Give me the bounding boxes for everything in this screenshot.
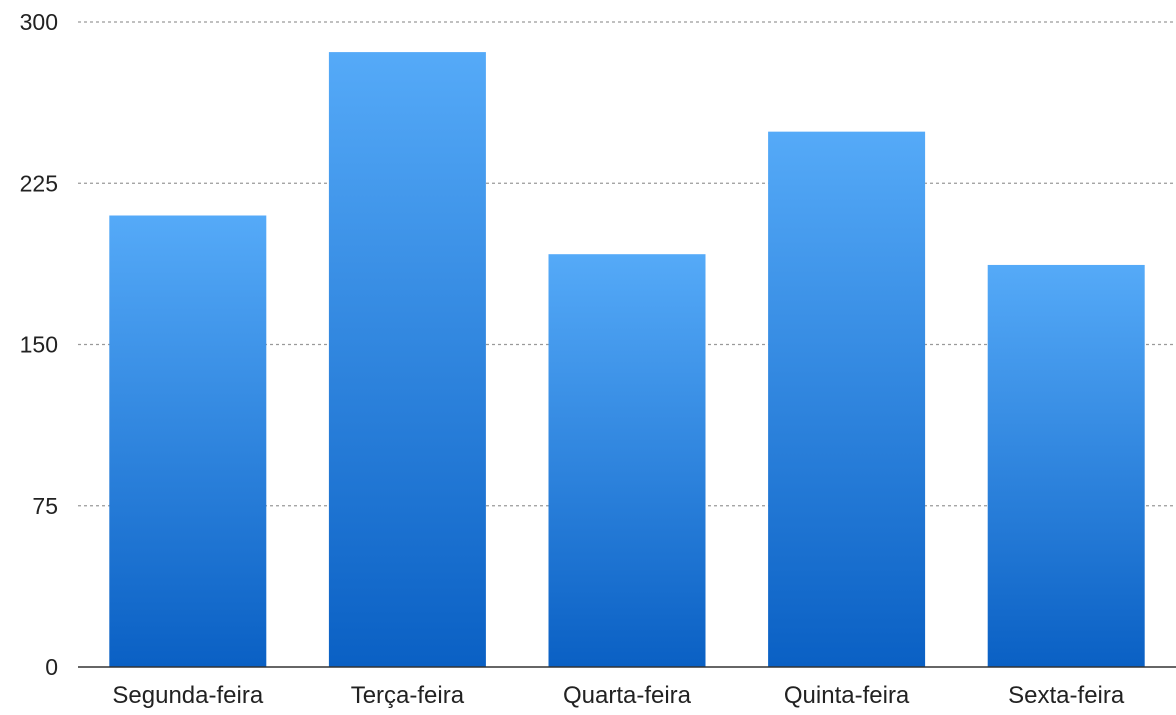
bar-segunda-feira bbox=[109, 215, 267, 667]
y-tick-label: 150 bbox=[20, 332, 58, 358]
y-tick-label: 0 bbox=[45, 654, 58, 680]
x-tick-label: Terça-feira bbox=[351, 682, 465, 709]
bar-quinta-feira bbox=[768, 131, 926, 667]
x-tick-labels: Segunda-feira Terça-feira Quarta-feira Quin… bbox=[112, 682, 1124, 709]
x-tick-label: Quinta-feira bbox=[784, 682, 910, 709]
x-tick-label: Segunda-feira bbox=[112, 682, 263, 709]
y-tick-label: 75 bbox=[32, 493, 58, 519]
bars bbox=[109, 52, 1145, 668]
y-tick-label: 300 bbox=[20, 9, 58, 35]
y-tick-label: 225 bbox=[20, 170, 58, 196]
x-tick-label: Sexta-feira bbox=[1008, 682, 1125, 709]
bar-terça-feira bbox=[328, 52, 486, 668]
bar-quarta-feira bbox=[548, 254, 706, 667]
bar-sexta-feira bbox=[987, 264, 1145, 667]
x-tick-label: Quarta-feira bbox=[563, 682, 692, 709]
y-tick-labels: 0 75 150 225 300 bbox=[20, 9, 58, 680]
